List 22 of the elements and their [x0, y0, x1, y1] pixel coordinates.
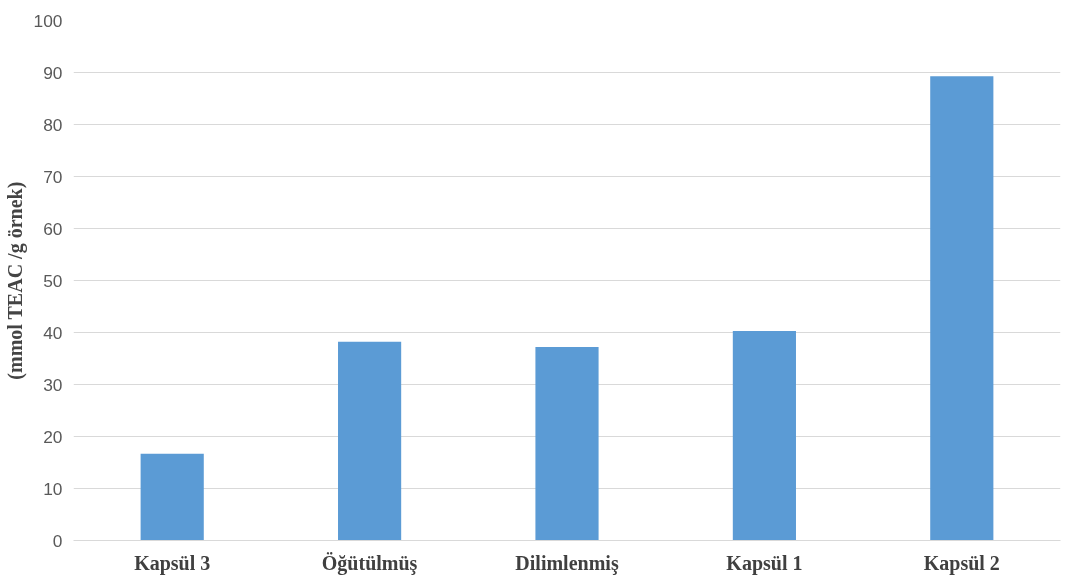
x-tick-label: Öğütülmüş: [321, 551, 418, 575]
y-tick-label: 50: [43, 270, 63, 291]
x-tick-label: Kapsül 2: [923, 551, 1000, 575]
y-tick-label: 60: [43, 218, 63, 239]
bar: [140, 453, 204, 541]
y-tick-label: 90: [43, 62, 63, 83]
y-tick-label: 30: [43, 374, 63, 395]
bar: [930, 76, 994, 541]
y-tick-label: 100: [33, 10, 63, 31]
y-tick-label: 40: [43, 322, 63, 343]
x-tick-label: Kapsül 1: [726, 551, 803, 575]
y-axis-title: (mmol TEAC /g örnek): [3, 181, 27, 380]
y-tick-label: 80: [43, 114, 63, 135]
y-tick-label: 10: [43, 478, 63, 499]
x-tick-label: Kapsül 3: [134, 551, 211, 575]
x-tick-label: Dilimlenmiş: [515, 551, 619, 575]
y-tick-label: 20: [43, 426, 63, 447]
y-tick-label: 70: [43, 166, 63, 187]
bar: [732, 330, 796, 541]
y-tick-label: 0: [52, 530, 63, 551]
bar: [338, 341, 402, 541]
bar: [535, 347, 599, 541]
